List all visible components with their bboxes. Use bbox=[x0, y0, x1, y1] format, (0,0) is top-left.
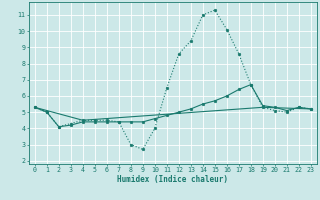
X-axis label: Humidex (Indice chaleur): Humidex (Indice chaleur) bbox=[117, 175, 228, 184]
